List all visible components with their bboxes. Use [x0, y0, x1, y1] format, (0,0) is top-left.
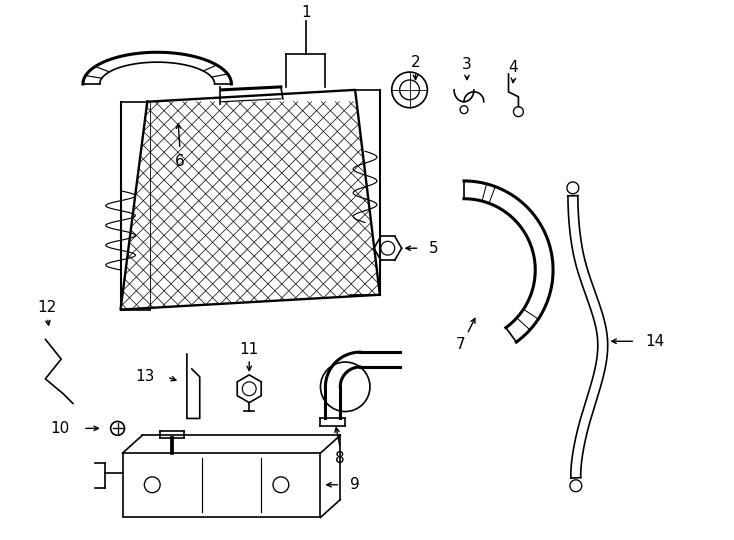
Text: 11: 11 [239, 342, 259, 357]
Text: 1: 1 [301, 5, 310, 20]
Text: 14: 14 [645, 334, 664, 349]
Text: 9: 9 [350, 477, 360, 492]
Text: 3: 3 [462, 57, 472, 72]
Bar [123, 453, 321, 517]
Text: 13: 13 [135, 369, 154, 384]
Text: 10: 10 [50, 421, 69, 436]
Text: 12: 12 [37, 300, 57, 315]
Text: 4: 4 [509, 59, 518, 75]
Text: 2: 2 [411, 55, 421, 70]
Text: 6: 6 [175, 154, 185, 168]
Text: 7: 7 [457, 337, 466, 352]
Text: 5: 5 [429, 241, 439, 256]
Text: 8: 8 [335, 450, 345, 465]
